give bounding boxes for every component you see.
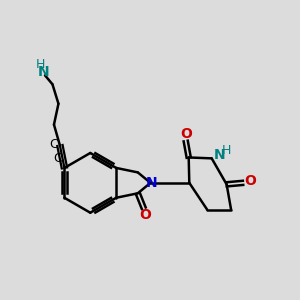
Text: H: H: [36, 58, 45, 71]
Text: O: O: [244, 174, 256, 188]
Text: C: C: [49, 137, 58, 151]
Text: O: O: [139, 208, 151, 222]
Text: N: N: [38, 65, 49, 80]
Text: N: N: [214, 148, 226, 162]
Text: H: H: [222, 143, 231, 157]
Text: N: N: [145, 176, 157, 190]
Text: C: C: [53, 152, 62, 165]
Text: O: O: [180, 127, 192, 141]
